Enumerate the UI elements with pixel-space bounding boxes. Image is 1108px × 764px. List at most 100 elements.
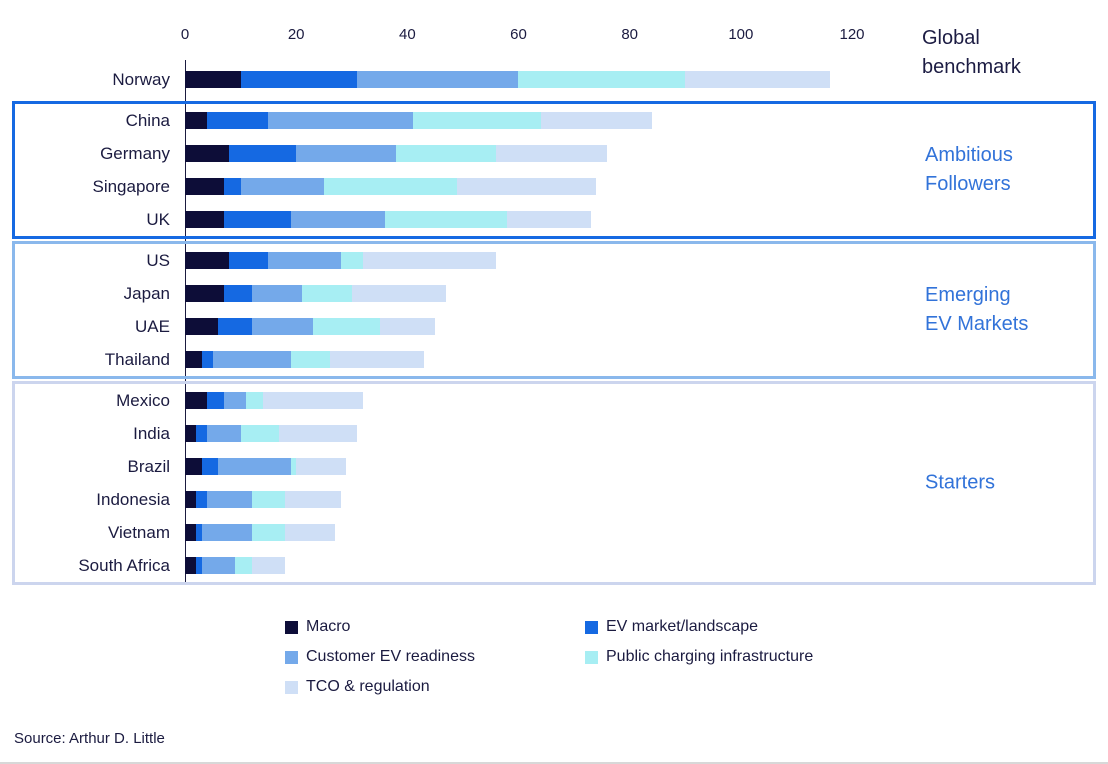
bar-segment-tco-regulation <box>279 425 358 442</box>
chart-row: Singapore <box>15 170 1093 203</box>
country-label: India <box>133 423 170 443</box>
bar-segment-customer-ev-readiness <box>357 71 519 88</box>
axis-tick-label: 100 <box>728 26 754 43</box>
group-label-text: Starters <box>925 471 996 494</box>
group-label-text: Emerging EV Markets <box>925 284 1029 335</box>
bar-segment-public-charging-infrastructure <box>290 351 330 368</box>
stacked-bar <box>185 178 597 195</box>
axis-tick-label: 0 <box>180 26 190 43</box>
stacked-bar <box>185 425 358 442</box>
bar-segment-public-charging-infrastructure <box>396 145 497 162</box>
bar-segment-ev-market-landscape <box>229 145 297 162</box>
chart-groups: Norway China Germany Singapore UK Ambitious F… <box>12 60 1096 587</box>
chart-row: UAE <box>15 310 1093 343</box>
group-label-text: Ambitious Followers <box>925 144 1013 195</box>
country-label: Thailand <box>104 349 170 369</box>
bar-segment-public-charging-infrastructure <box>340 252 363 269</box>
stacked-bar <box>185 112 652 129</box>
country-label: Norway <box>112 69 170 89</box>
bar-segment-customer-ev-readiness <box>268 112 413 129</box>
bar-segment-macro <box>185 458 202 475</box>
bar-segment-macro <box>185 392 208 409</box>
bar-segment-macro <box>185 351 202 368</box>
bar-segment-public-charging-infrastructure <box>412 112 541 129</box>
chart-row: Vietnam <box>15 516 1093 549</box>
bar-segment-customer-ev-readiness <box>268 252 341 269</box>
group-emerging-ev-markets: US Japan UAE Thailand Emerging EV Markets <box>12 241 1096 379</box>
axis-tick-label: 120 <box>839 26 865 43</box>
bar-segment-ev-market-landscape <box>196 491 208 508</box>
bar-segment-customer-ev-readiness <box>207 425 241 442</box>
country-label: Germany <box>100 143 170 163</box>
legend-swatch-public-charging-infrastructure <box>585 650 598 664</box>
legend-item: Public charging infrastructure <box>585 648 813 666</box>
bar-segment-ev-market-landscape <box>196 524 202 541</box>
global-benchmark-label: Global benchmark <box>922 27 1021 78</box>
country-label: Japan <box>123 283 170 303</box>
country-label: Vietnam <box>107 522 170 542</box>
bar-segment-customer-ev-readiness <box>207 491 252 508</box>
bar-segment-macro <box>185 71 241 88</box>
chart-row: Brazil <box>15 450 1093 483</box>
chart-row: Thailand <box>15 343 1093 376</box>
bar-segment-tco-regulation <box>507 211 591 228</box>
bar-segment-macro <box>185 252 230 269</box>
country-label: Brazil <box>127 456 170 476</box>
axis-tick-label: 80 <box>621 26 638 43</box>
legend-item: EV market/landscape <box>585 618 813 636</box>
stacked-bar <box>185 318 436 335</box>
group-ambitious-followers: China Germany Singapore UK Ambitious Followe… <box>12 101 1096 239</box>
x-axis-ticks: 0 20 40 60 80 100 120 <box>181 26 865 46</box>
chart-row: Japan <box>15 277 1093 310</box>
bar-segment-customer-ev-readiness <box>296 145 397 162</box>
bar-segment-public-charging-infrastructure <box>518 71 686 88</box>
legend-label: Public charging infrastructure <box>606 648 814 665</box>
bar-segment-macro <box>185 178 224 195</box>
bar-segment-tco-regulation <box>351 285 447 302</box>
bar-segment-tco-regulation <box>285 524 336 541</box>
stacked-bar <box>185 211 591 228</box>
bar-segment-macro <box>185 491 197 508</box>
stacked-bar <box>185 351 424 368</box>
bar-segment-macro <box>185 211 224 228</box>
country-label: UAE <box>135 316 170 336</box>
bar-segment-ev-market-landscape <box>201 458 219 475</box>
bar-segment-macro <box>185 425 197 442</box>
bar-segment-tco-regulation <box>329 351 424 368</box>
group-label: Starters <box>925 469 1055 498</box>
bar-segment-tco-regulation <box>379 318 436 335</box>
legend-label: Macro <box>306 618 351 635</box>
axis-tick-label: 20 <box>287 26 305 43</box>
bar-segment-macro <box>185 285 224 302</box>
bar-segment-tco-regulation <box>457 178 597 195</box>
bar-segment-ev-market-landscape <box>207 392 224 409</box>
chart-row: UK <box>15 203 1093 236</box>
bar-segment-ev-market-landscape <box>223 211 291 228</box>
group-starters: Mexico India Brazil Indonesia Vietnam South A… <box>12 381 1096 585</box>
legend-label: TCO & regulation <box>306 678 430 695</box>
bar-segment-macro <box>185 112 208 129</box>
legend-item: TCO & regulation <box>285 678 585 696</box>
stacked-bar <box>185 524 336 541</box>
stacked-bar <box>185 557 286 574</box>
bar-segment-ev-market-landscape <box>223 178 241 195</box>
bar-segment-tco-regulation <box>496 145 608 162</box>
bar-segment-public-charging-infrastructure <box>251 491 286 508</box>
bar-segment-ev-market-landscape <box>223 285 252 302</box>
legend-item: Macro <box>285 618 585 636</box>
bar-segment-macro <box>185 318 219 335</box>
chart-legend: Macro Customer EV readiness TCO & regulati… <box>285 612 813 702</box>
bar-segment-tco-regulation <box>362 252 497 269</box>
country-label: South Africa <box>78 555 170 575</box>
bar-segment-ev-market-landscape <box>196 425 208 442</box>
bar-segment-ev-market-landscape <box>218 318 252 335</box>
bar-segment-tco-regulation <box>296 458 347 475</box>
bar-segment-customer-ev-readiness <box>218 458 291 475</box>
bar-segment-customer-ev-readiness <box>251 285 302 302</box>
country-label: US <box>146 250 170 270</box>
bar-segment-customer-ev-readiness <box>240 178 324 195</box>
chart-row: Norway <box>15 63 1093 96</box>
group-global-benchmark: Norway <box>12 60 1096 99</box>
source-text: Source: Arthur D. Little <box>14 730 165 747</box>
bar-segment-public-charging-infrastructure <box>240 425 280 442</box>
